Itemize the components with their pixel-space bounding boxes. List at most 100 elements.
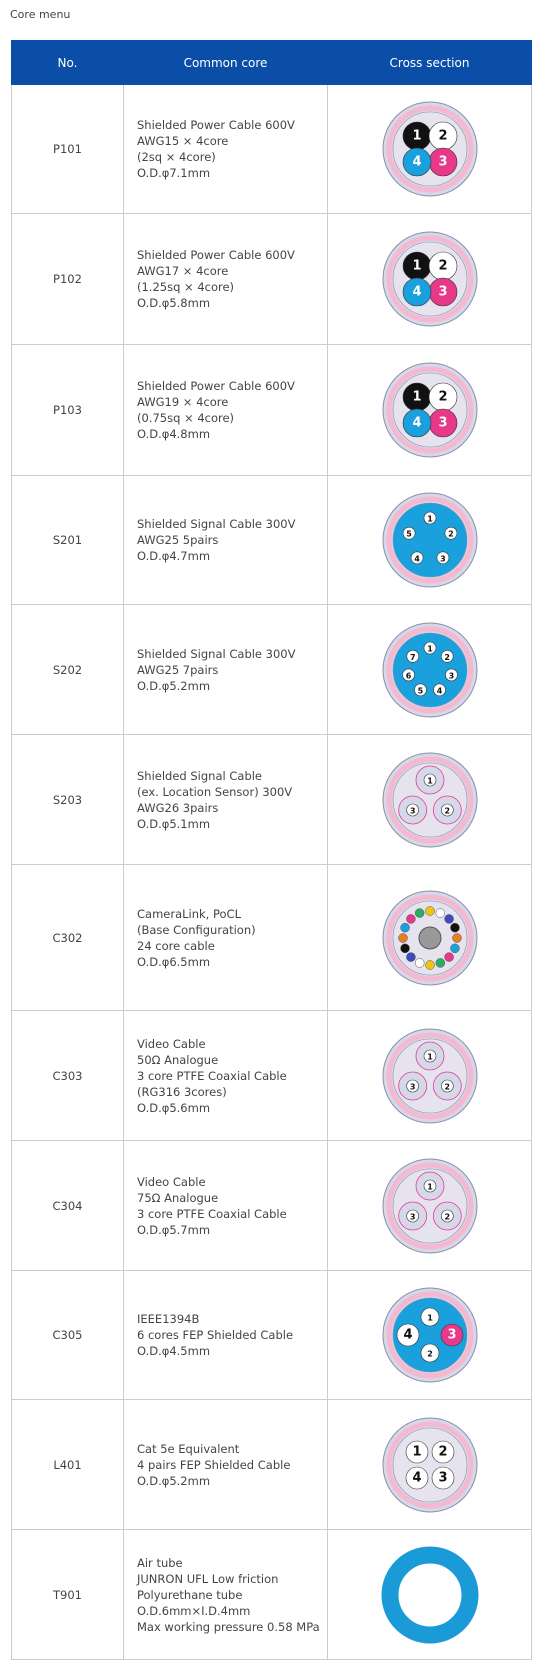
cell-icon [327,1529,532,1660]
core [405,649,419,663]
cell-no: P103 [11,344,124,476]
desc-line: Shielded Power Cable 600V [137,379,295,393]
core-label: 4 [403,1328,412,1343]
row: T901 Air tube JUNRON UFL Low friction Polyu… [11,1529,532,1660]
cell-no: C303 [11,1010,124,1141]
cell-icon [327,864,532,1011]
core [405,1079,419,1092]
desc-line: 50Ω Analogue [137,1052,219,1067]
desc-line: AWG17 × 4core [137,264,229,278]
core [435,957,445,968]
core-label: 3 [440,554,446,563]
core [440,649,454,663]
core [440,1209,454,1222]
desc-line: O.D.φ5.1mm [137,816,211,831]
core-label: 4 [412,1470,421,1485]
cell-icon: 1 2 3 [327,734,532,865]
desc-line: O.D.φ4.7mm [137,549,211,563]
desc-line: (0.75sq × 4core) [137,411,235,425]
core-label: 1 [427,1052,433,1061]
core [401,668,415,681]
row: P101 Shielded Power Cable 600V AWG15 × 4co… [11,84,532,214]
cell-desc: Shielded Signal Cable 300V AWG25 5pairs O.… [123,475,328,605]
inner [392,241,467,317]
cross-section: 1 2 3 [382,1028,477,1123]
shield [386,105,473,193]
desc-line: Air tube [137,1555,183,1570]
core [405,803,419,816]
core-label: 4 [412,416,421,431]
shield [386,626,473,713]
cell-icon: 1 2 3 4 [327,344,532,476]
cell-desc: Video Cable 50Ω Analogue 3 core PTFE Coaxi… [123,1010,328,1141]
core [424,905,435,916]
core-label: 2 [438,390,447,405]
cross-section: 1 2 3 4 5 [382,492,477,588]
desc-line: AWG26 3pairs [137,800,219,815]
row: S201 Shielded Signal Cable 300V AWG25 5pai… [11,475,532,605]
core [405,1209,419,1222]
cell-no: P101 [11,84,124,214]
desc-line: O.D.φ4.5mm [137,1344,211,1358]
core [444,668,458,681]
core-label: 1 [412,1444,421,1459]
desc-line: Shielded Signal Cable 300V [137,646,296,661]
core [405,1440,428,1463]
core [449,922,460,932]
cell-no: S203 [11,734,124,865]
row: L401 Cat 5e Equivalent 4 pairs FEP Shielde… [11,1399,532,1530]
core [402,277,431,307]
core [431,1466,454,1489]
shield [386,894,473,981]
cell-desc: Shielded Power Cable 600V AWG19 × 4core (0… [123,344,328,476]
inner [392,111,467,187]
core-label: 4 [436,686,442,695]
core-label: 1 [427,776,433,785]
tube [381,1546,478,1643]
core [405,951,416,962]
core [413,683,427,696]
cell-desc: Shielded Power Cable 600V AWG17 × 4core (1… [123,213,328,345]
cross-section: 1 2 3 4 [382,101,477,197]
core [405,1466,428,1489]
cell-icon: 1 2 3 [327,1140,532,1271]
header-cell: Common core [123,40,328,85]
desc-line: JUNRON UFL Low friction [137,1571,279,1586]
desc-line: CameraLink, PoCL [137,906,241,921]
desc-line: Shielded Signal Cable [137,768,263,783]
core [449,943,460,953]
desc-line: 24 core cable [137,938,215,953]
cell-no: L401 [11,1399,124,1530]
row: P102 Shielded Power Cable 600V AWG17 × 4co… [11,213,532,345]
desc-line: (ex. Location Sensor) 300V [137,784,293,799]
core [414,957,424,968]
core-label: 2 [448,530,454,539]
cell-desc: Cat 5e Equivalent 4 pairs FEP Shielded Ca… [123,1399,328,1530]
core-label: 3 [409,1082,415,1091]
core [443,913,454,924]
desc-line: (RG316 3cores) [137,1084,227,1099]
cell-desc: Shielded Signal Cable 300V AWG25 7pairs O.… [123,604,328,735]
cell-desc: Shielded Signal Cable (ex. Location Senso… [123,734,328,865]
core [423,773,436,786]
core-label: 1 [427,1182,433,1191]
cell-desc: Air tube JUNRON UFL Low friction Polyureth… [123,1529,328,1660]
core-label: 1 [427,1314,433,1323]
shield [386,1162,473,1249]
core-label: 3 [438,416,447,431]
shield [386,1291,473,1379]
shield [386,756,473,843]
core-label: 3 [448,671,454,680]
core-label: 4 [412,285,421,300]
desc-line: O.D.φ5.2mm [137,678,211,693]
core-label: 2 [444,1212,450,1221]
core-label: 2 [444,1082,450,1091]
desc-line: Shielded Power Cable 600V [137,248,295,262]
row: S202 Shielded Signal Cable 300V AWG25 7pai… [11,604,532,735]
cell-no: S201 [11,475,124,605]
desc-line: O.D.φ5.6mm [137,1100,211,1115]
inner [392,1427,467,1502]
core-label: 2 [444,806,450,815]
